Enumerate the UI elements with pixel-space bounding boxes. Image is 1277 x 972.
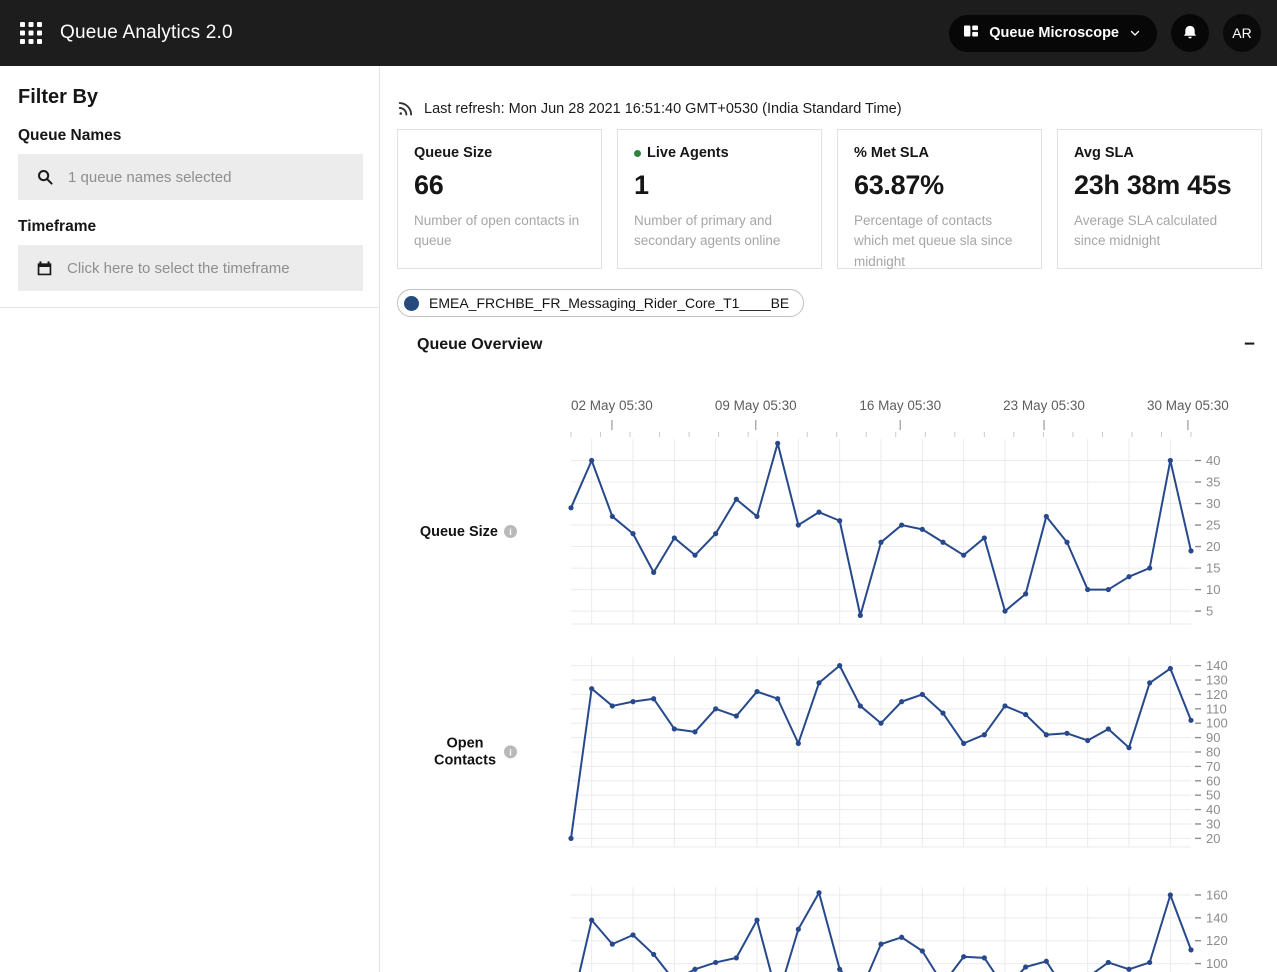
- kpi-value: 66: [414, 170, 444, 200]
- kpi-title: Avg SLA: [1074, 145, 1134, 161]
- svg-text:30: 30: [1206, 496, 1220, 511]
- kpi-card-queue-size: Queue Size 66 Number of open contacts in…: [397, 129, 602, 269]
- chart-label-open-contacts: Open Contacts i: [397, 735, 517, 768]
- timeframe-label: Timeframe: [18, 218, 97, 235]
- chart-label-text: Queue Size: [419, 523, 498, 540]
- kpi-description: Number of primary and secondary agents o…: [634, 213, 781, 249]
- queue-size-line-chart: 02 May 05:30 09 May 05:30 16 May 05:30 23 M…: [568, 398, 1229, 625]
- kpi-card-met-sla: % Met SLA 63.87% Percentage of contacts …: [837, 129, 1042, 269]
- svg-text:10: 10: [1206, 582, 1220, 597]
- svg-text:60: 60: [1206, 773, 1220, 788]
- kpi-description: Number of open contacts in queue: [414, 213, 580, 249]
- live-status-dot: [634, 149, 641, 157]
- workspace-switcher-label: Queue Microscope: [989, 25, 1119, 41]
- last-refresh-row: Last refresh: Mon Jun 28 2021 16:51:40 G…: [397, 100, 1277, 117]
- svg-text:50: 50: [1206, 788, 1220, 803]
- app-header: Queue Analytics 2.0 Queue Microscope: [0, 0, 1277, 66]
- svg-text:20: 20: [1206, 831, 1220, 846]
- queue-names-input[interactable]: [68, 168, 349, 186]
- svg-text:40: 40: [1206, 453, 1220, 468]
- svg-text:120: 120: [1206, 933, 1228, 948]
- kpi-description: Percentage of contacts which met queue s…: [854, 213, 1013, 269]
- sidebar-divider: [0, 307, 379, 308]
- queue-filter-chip[interactable]: EMEA_FRCHBE_FR_Messaging_Rider_Core_T1__…: [397, 289, 805, 317]
- workspace-switcher-button[interactable]: Queue Microscope: [949, 14, 1157, 52]
- timeframe-input[interactable]: [67, 259, 349, 277]
- svg-text:20: 20: [1206, 539, 1220, 554]
- info-icon[interactable]: i: [504, 525, 517, 538]
- third-line-chart: 406080100120140160: [571, 887, 1228, 972]
- chart-label-queue-size: Queue Size i: [397, 524, 517, 540]
- kpi-value: 23h 38m 45s: [1074, 170, 1232, 200]
- svg-text:80: 80: [1206, 745, 1220, 760]
- chart-label-text: Open Contacts: [433, 735, 497, 768]
- chip-dot: [404, 295, 419, 311]
- main-content: Last refresh: Mon Jun 28 2021 16:51:40 G…: [380, 66, 1277, 972]
- avatar[interactable]: AR: [1223, 14, 1261, 52]
- chip-label: EMEA_FRCHBE_FR_Messaging_Rider_Core_T1__…: [429, 295, 790, 311]
- kpi-value: 1: [634, 170, 649, 200]
- kpi-description: Average SLA calculated since midnight: [1074, 213, 1218, 249]
- calendar-icon: [37, 260, 52, 275]
- svg-text:130: 130: [1206, 673, 1228, 688]
- svg-text:25: 25: [1206, 518, 1220, 533]
- svg-text:02 May 05:30: 02 May 05:30: [571, 398, 653, 413]
- svg-text:160: 160: [1206, 888, 1228, 903]
- page-title: Queue Analytics 2.0: [60, 22, 233, 43]
- svg-text:30: 30: [1206, 816, 1220, 831]
- svg-text:110: 110: [1206, 701, 1227, 716]
- kpi-title: Live Agents: [634, 145, 805, 161]
- svg-text:09 May 05:30: 09 May 05:30: [715, 398, 797, 413]
- app-launcher-icon[interactable]: [18, 20, 44, 46]
- notifications-button[interactable]: [1171, 14, 1209, 52]
- collapse-section-button[interactable]: −: [1243, 334, 1255, 355]
- svg-text:90: 90: [1206, 730, 1220, 745]
- svg-text:120: 120: [1206, 687, 1228, 702]
- svg-text:70: 70: [1206, 759, 1220, 774]
- section-header: Queue Overview −: [397, 335, 1259, 354]
- svg-text:140: 140: [1206, 658, 1228, 673]
- chart-open-contacts: 20 30 40 50 60 70 80 90 100 110 120 130 140 Open Con…: [397, 642, 1276, 854]
- svg-text:30 May 05:30: 30 May 05:30: [1147, 398, 1229, 413]
- svg-text:100: 100: [1206, 716, 1228, 731]
- queue-names-input-box[interactable]: [18, 154, 363, 200]
- chart-queue-size: 02 May 05:30 09 May 05:30 16 May 05:30 23 M…: [397, 390, 1276, 638]
- filter-panel-title: Filter By: [18, 86, 99, 108]
- timeframe-input-box[interactable]: [18, 245, 363, 291]
- search-icon: [38, 170, 53, 185]
- kpi-card-live-agents: Live Agents 1 Number of primary and seco…: [617, 129, 822, 269]
- svg-text:40: 40: [1206, 802, 1220, 817]
- svg-text:23 May 05:30: 23 May 05:30: [1003, 398, 1085, 413]
- kpi-cards-row: Queue Size 66 Number of open contacts in…: [397, 129, 1277, 269]
- kpi-value: 63.87%: [854, 170, 944, 200]
- kpi-title: Queue Size: [414, 145, 493, 161]
- feed-icon: [398, 102, 413, 116]
- chart-third: 406080100120140160 i: [397, 876, 1276, 972]
- last-refresh-text: Last refresh: Mon Jun 28 2021 16:51:40 G…: [424, 100, 902, 117]
- svg-text:100: 100: [1206, 956, 1228, 971]
- kpi-title: % Met SLA: [854, 145, 929, 161]
- filter-panel: Filter By Queue Names Timeframe: [0, 66, 380, 972]
- dashboard-icon: [963, 23, 979, 43]
- svg-text:15: 15: [1206, 561, 1220, 576]
- queue-names-label: Queue Names: [18, 127, 122, 144]
- chevron-down-icon: [1130, 30, 1140, 36]
- kpi-title-text: Live Agents: [647, 145, 729, 161]
- svg-text:140: 140: [1206, 910, 1228, 925]
- kpi-card-avg-sla: Avg SLA 23h 38m 45s Average SLA calculat…: [1057, 129, 1262, 269]
- section-title: Queue Overview: [417, 335, 543, 353]
- bell-icon: [1184, 25, 1196, 39]
- svg-text:35: 35: [1206, 475, 1220, 490]
- svg-text:16 May 05:30: 16 May 05:30: [859, 398, 941, 413]
- info-icon[interactable]: i: [504, 745, 517, 759]
- svg-text:5: 5: [1206, 604, 1213, 619]
